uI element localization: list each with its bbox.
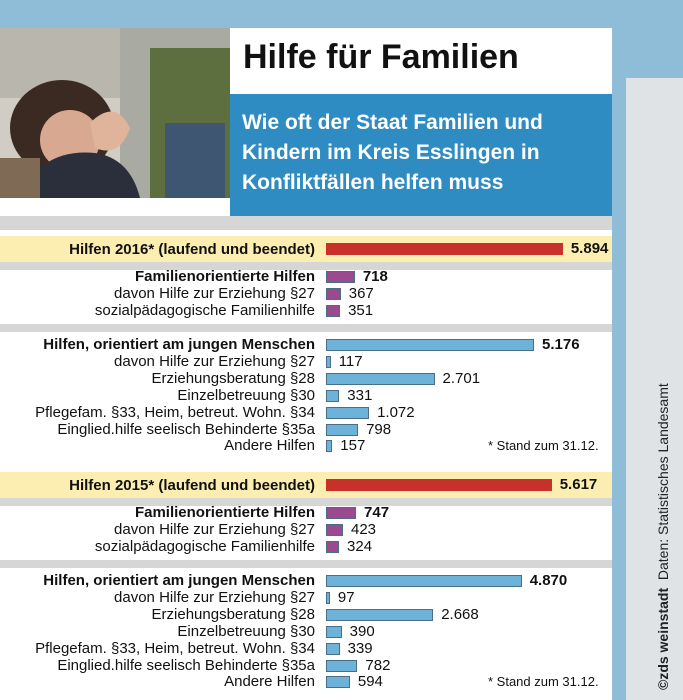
row-value: 324 <box>347 537 373 555</box>
youth-bar <box>326 440 333 453</box>
youth-bar <box>326 406 370 419</box>
header-divider <box>0 216 612 230</box>
row-label: davon Hilfe zur Erziehung §27 <box>114 352 315 370</box>
row-value: 331 <box>347 386 373 404</box>
row-value: 390 <box>349 622 375 640</box>
credit-source: Daten: Statistisches Landesamt <box>655 383 671 581</box>
family-bar <box>326 271 355 283</box>
row-value: 423 <box>350 520 377 538</box>
youth-bar <box>326 389 340 402</box>
group-gap <box>0 324 612 332</box>
row-label: Einglied.hilfe seelisch Behinderte §35a <box>57 656 315 674</box>
group-gap <box>0 560 612 568</box>
row-label: Familienorientierte Hilfen <box>134 504 315 521</box>
row-value: 117 <box>338 352 363 370</box>
subtitle-line-2: Kindern im Kreis Esslingen in <box>242 141 540 164</box>
stand-note: * Stand zum 31.12. <box>488 674 599 690</box>
youth-bar <box>326 372 435 385</box>
page-title: Hilfe für Familien <box>243 38 519 76</box>
row-label: Einglied.hilfe seelisch Behinderte §35a <box>57 420 315 438</box>
family-bar <box>326 540 340 553</box>
row-value: 1.072 <box>377 403 415 421</box>
panel-gap <box>0 262 612 270</box>
side-strip <box>626 78 683 700</box>
youth-bar <box>326 642 340 655</box>
row-label: davon Hilfe zur Erziehung §27 <box>114 520 315 538</box>
youth-bar <box>326 355 331 368</box>
row-value: 2.668 <box>441 605 479 623</box>
row-label: Erziehungsberatung §28 <box>151 605 315 623</box>
row-value: 351 <box>348 301 374 319</box>
credit-text: ©zds weinstadt Daten: Statistisches Land… <box>655 383 671 690</box>
row-value: 747 <box>364 504 390 521</box>
panel-header-value: 5.617 <box>559 476 598 493</box>
row-label: Einzelbetreuung §30 <box>177 386 315 404</box>
family-bar <box>326 304 341 317</box>
row-label: Pflegefam. §33, Heim, betreut. Wohn. §34 <box>35 639 315 657</box>
row-label: Einzelbetreuung §30 <box>177 622 315 640</box>
row-label: Erziehungsberatung §28 <box>151 369 315 387</box>
youth-bar <box>326 608 434 621</box>
subtitle-line-1: Wie oft der Staat Familien und <box>242 111 543 134</box>
subtitle-line-3: Konfliktfällen helfen muss <box>242 171 504 194</box>
youth-bar <box>326 575 522 587</box>
youth-bar <box>326 659 358 672</box>
row-value: 339 <box>347 639 373 657</box>
row-value: 798 <box>366 420 392 438</box>
family-bar <box>326 523 343 536</box>
row-value: 594 <box>357 673 383 691</box>
photo-illustration <box>0 28 230 198</box>
row-value: 2.701 <box>442 369 481 387</box>
row-label: davon Hilfe zur Erziehung §27 <box>114 284 315 302</box>
row-label: sozialpädagogische Familienhilfe <box>94 301 315 319</box>
panel-header-label: Hilfen 2016* (laufend und beendet) <box>69 241 315 258</box>
youth-bar <box>326 339 534 351</box>
row-label: Andere Hilfen <box>224 437 315 455</box>
panel-header-label: Hilfen 2015* (laufend und beendet) <box>69 477 315 494</box>
row-value: 157 <box>340 437 366 455</box>
row-label: Hilfen, orientiert am jungen Menschen <box>43 572 315 589</box>
row-label: Pflegefam. §33, Heim, betreut. Wohn. §34 <box>35 403 315 421</box>
row-value: 782 <box>365 656 391 674</box>
family-bar <box>326 507 357 519</box>
stand-note: * Stand zum 31.12. <box>488 438 599 454</box>
row-value: 718 <box>362 268 388 285</box>
panel-header-bar <box>326 243 563 255</box>
row-value: 5.176 <box>542 336 580 353</box>
row-label: davon Hilfe zur Erziehung §27 <box>114 588 315 606</box>
subtitle-box: Wie oft der Staat Familien und Kindern i… <box>230 94 612 216</box>
row-label: Hilfen, orientiert am jungen Menschen <box>43 336 315 353</box>
family-bar <box>326 287 341 300</box>
row-value: 4.870 <box>529 572 568 589</box>
row-label: Familienorientierte Hilfen <box>134 268 315 285</box>
youth-bar <box>326 423 359 436</box>
row-label: Andere Hilfen <box>224 673 315 691</box>
row-label: sozialpädagogische Familienhilfe <box>94 537 315 555</box>
youth-bar <box>326 591 330 604</box>
panel-header-value: 5.894 <box>570 240 609 257</box>
panel-gap <box>0 498 612 506</box>
row-value: 367 <box>348 284 374 302</box>
credit-brand: ©zds weinstadt <box>655 587 671 690</box>
youth-bar <box>326 676 350 689</box>
panel-header-bar <box>326 479 552 491</box>
header-photo <box>0 28 230 198</box>
youth-bar <box>326 625 342 638</box>
row-value: 97 <box>337 588 355 606</box>
